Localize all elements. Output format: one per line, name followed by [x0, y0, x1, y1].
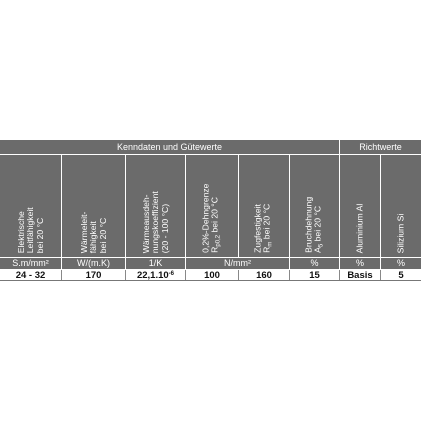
value-separator — [380, 270, 381, 281]
value-leitfaehigkeit: 24 - 32 — [15, 270, 46, 281]
group-header-richtwerte: Richtwerte — [340, 140, 421, 154]
header-aluminium: Aluminium Al — [340, 155, 380, 257]
header-waermeleitfaehigkeit: Wärmeleit- fähigkeit bei 20 °C — [62, 155, 125, 257]
value-waermeausdehnung-base: 22,1.10 — [136, 270, 169, 281]
value-separator — [238, 270, 239, 281]
value-zugfestigkeit: 160 — [256, 270, 272, 281]
value-separator — [125, 270, 126, 281]
unit-waermeausdehnung: 1/K — [126, 258, 185, 269]
header-silizium: Silizium Si — [381, 155, 421, 257]
unit-aluminium: % — [340, 258, 380, 269]
value-waermeausdehnung: 22,1.10-6 — [126, 270, 185, 281]
value-bruchdehnung: 15 — [309, 270, 320, 281]
value-separator — [61, 270, 62, 281]
unit-bruchdehnung: % — [290, 258, 339, 269]
unit-festigkeit: N/mm² — [186, 258, 289, 269]
material-properties-table: Kenndaten und Gütewerte Richtwerte Elekt… — [0, 140, 421, 281]
value-separator — [289, 270, 290, 281]
value-aluminium: Basis — [347, 270, 373, 281]
value-separator — [339, 270, 340, 281]
value-dehngrenze: 100 — [204, 270, 220, 281]
value-silizium: 5 — [398, 270, 404, 281]
group-header-kenndaten: Kenndaten und Gütewerte — [0, 140, 339, 154]
unit-silizium: % — [381, 258, 421, 269]
header-dehngrenze: 0,2%-Dehngrenze Rp0,2 bei 20 °C — [186, 155, 238, 257]
unit-waermeleitfaehigkeit: W/(m.K) — [62, 258, 125, 269]
unit-leitfaehigkeit: S.m/mm² — [0, 258, 61, 269]
header-zugfestigkeit: Zugfestigkeit Rm bei 20 °C — [239, 155, 289, 257]
header-bruchdehnung: Bruchdehnung A5 bei 20 °C — [290, 155, 339, 257]
header-waermeausdehnungskoeffizient: Wärmeausdeh- nungskoeffizient (20 - 100 … — [126, 155, 185, 257]
header-elektrische-leitfaehigkeit: Elektrische Leitfähigkeit bei 20 °C — [0, 155, 61, 257]
value-separator — [185, 270, 186, 281]
value-waermeleitfaehigkeit: 170 — [85, 270, 102, 281]
table-bottom-border — [0, 280, 421, 281]
value-waermeausdehnung-exponent: -6 — [168, 271, 175, 277]
